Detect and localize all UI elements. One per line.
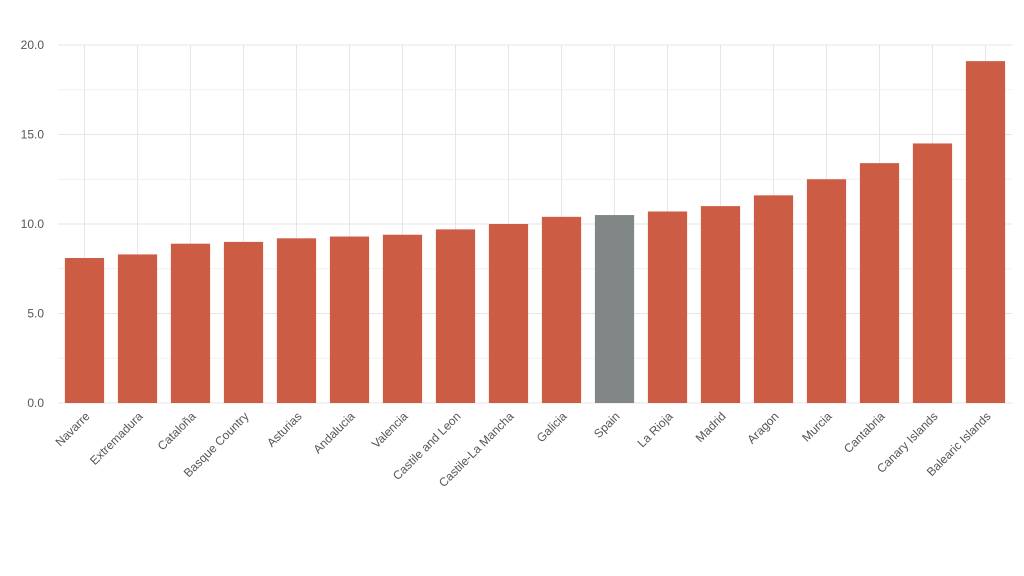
bar-murcia — [806, 179, 847, 403]
x-tick-label: Cataloña — [155, 409, 199, 453]
x-tick-label: Asturias — [264, 409, 305, 450]
bar-valencia — [382, 234, 423, 403]
y-axis-ticks: 0.0 5.0 10.0 15.0 20.0 — [21, 38, 45, 410]
bar-aragon — [753, 195, 794, 403]
bar-basque-country — [223, 241, 264, 403]
y-tick-label: 10.0 — [21, 217, 45, 231]
bar-castile-la-mancha — [488, 224, 529, 403]
bar-catalo-a — [170, 243, 211, 403]
x-tick-label: La Rioja — [635, 409, 676, 450]
bar-cantabria — [859, 163, 900, 403]
bar-castile-and-leon — [435, 229, 476, 403]
bar-canary-islands — [912, 143, 953, 403]
x-tick-label: Navarre — [53, 409, 93, 449]
bars — [64, 61, 1006, 404]
y-tick-label: 15.0 — [21, 128, 45, 142]
x-tick-label: Galicia — [534, 409, 570, 445]
x-tick-label: Valencia — [369, 409, 411, 451]
bar-madrid — [700, 206, 741, 403]
x-tick-label: Aragon — [744, 409, 781, 446]
bar-spain — [594, 215, 635, 403]
bar-balearic-islands — [965, 61, 1006, 404]
y-tick-label: 5.0 — [27, 307, 44, 321]
y-tick-label: 20.0 — [21, 38, 45, 52]
bar-andalucia — [329, 236, 370, 403]
bar-extremadura — [117, 254, 158, 403]
bar-galicia — [541, 216, 582, 403]
x-tick-label: Andalucia — [310, 409, 357, 456]
bar-asturias — [276, 238, 317, 403]
x-tick-label: Cantabria — [841, 409, 888, 456]
x-tick-label: Spain — [591, 409, 623, 441]
y-tick-label: 0.0 — [27, 396, 44, 410]
x-tick-label: Murcia — [799, 409, 835, 445]
bar-navarre — [64, 258, 105, 403]
x-tick-label: Extremadura — [87, 409, 146, 468]
bar-la-rioja — [647, 211, 688, 403]
x-tick-label: Madrid — [693, 409, 729, 445]
